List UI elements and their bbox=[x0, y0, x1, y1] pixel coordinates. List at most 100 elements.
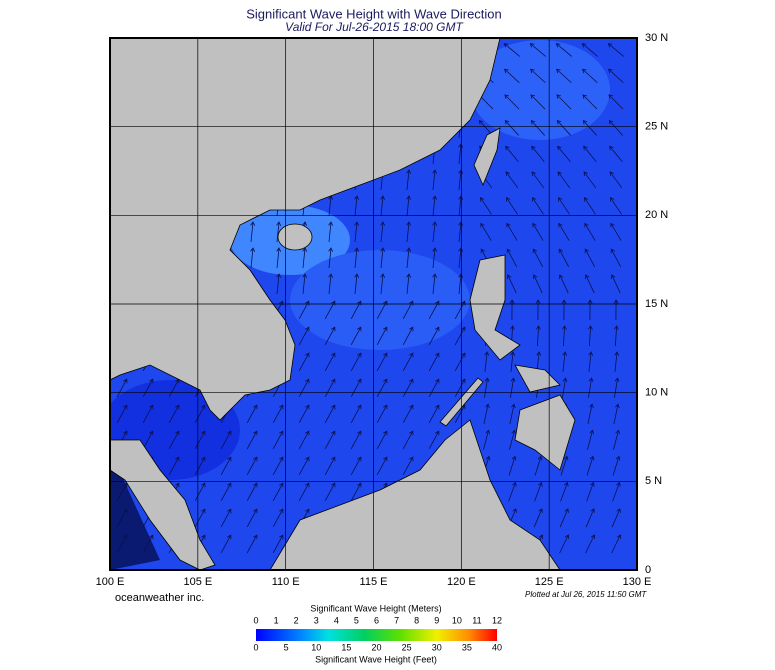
arrow bbox=[402, 352, 414, 371]
arrow bbox=[454, 326, 466, 345]
arrow bbox=[250, 247, 256, 268]
arrow bbox=[504, 119, 519, 136]
arrow bbox=[298, 326, 310, 345]
arrow bbox=[531, 171, 545, 189]
lat-label: 20 N bbox=[645, 209, 668, 221]
arrow bbox=[584, 222, 596, 241]
arrow bbox=[454, 352, 466, 371]
arrow bbox=[428, 326, 440, 345]
arrow bbox=[246, 508, 258, 527]
colorbar-tick-label: 9 bbox=[434, 615, 439, 625]
arrow bbox=[562, 351, 568, 372]
arrow bbox=[587, 403, 594, 424]
arrow bbox=[607, 43, 624, 57]
colorbar-tick-label: 35 bbox=[462, 642, 472, 652]
arrow bbox=[402, 326, 414, 345]
arrow bbox=[581, 43, 598, 57]
arrow bbox=[246, 430, 258, 449]
arrow bbox=[532, 197, 544, 215]
arrow bbox=[561, 299, 567, 321]
arrow bbox=[532, 222, 544, 241]
arrow bbox=[530, 119, 545, 136]
colorbar-title: Significant Wave Height (Feet) bbox=[315, 654, 437, 664]
arrow bbox=[508, 455, 517, 476]
arrow bbox=[272, 482, 284, 501]
arrow bbox=[220, 482, 232, 501]
arrow bbox=[506, 248, 518, 268]
arrow bbox=[508, 481, 517, 502]
arrow bbox=[529, 43, 546, 57]
colorbar bbox=[256, 629, 497, 641]
arrow bbox=[614, 377, 620, 398]
arrow bbox=[480, 197, 492, 215]
arrow bbox=[324, 456, 336, 475]
arrow bbox=[350, 352, 362, 371]
arrow bbox=[380, 221, 386, 242]
arrow bbox=[504, 94, 520, 110]
lat-label: 15 N bbox=[645, 298, 668, 310]
colorbar-tick-label: 5 bbox=[354, 615, 359, 625]
arrow bbox=[583, 171, 597, 189]
arrow bbox=[376, 430, 388, 449]
lon-label: 130 E bbox=[623, 576, 652, 588]
grid bbox=[110, 38, 637, 570]
arrow bbox=[560, 455, 569, 476]
arrow bbox=[509, 403, 516, 424]
arrow bbox=[168, 456, 180, 475]
land bbox=[269, 419, 561, 570]
arrow bbox=[116, 508, 128, 527]
arrow bbox=[483, 429, 491, 450]
arrow bbox=[298, 378, 310, 397]
arrow bbox=[454, 378, 466, 397]
arrow bbox=[503, 43, 520, 57]
lon-label: 100 E bbox=[96, 576, 125, 588]
arrow bbox=[380, 247, 386, 268]
arrow bbox=[354, 247, 360, 268]
arrow bbox=[350, 326, 362, 345]
arrow bbox=[116, 534, 128, 553]
arrow bbox=[276, 273, 282, 294]
lon-label: 105 E bbox=[183, 576, 212, 588]
arrow bbox=[246, 534, 258, 553]
arrow bbox=[194, 430, 206, 449]
arrow bbox=[116, 404, 128, 423]
arrow bbox=[586, 455, 595, 476]
colorbar-tick-label: 12 bbox=[492, 615, 502, 625]
arrow bbox=[613, 429, 621, 450]
arrow bbox=[555, 43, 572, 57]
arrow bbox=[432, 247, 438, 268]
arrow bbox=[588, 377, 594, 398]
arrow bbox=[556, 68, 572, 84]
arrow bbox=[612, 455, 621, 476]
colorbar-title: Significant Wave Height (Meters) bbox=[310, 603, 441, 613]
arrow bbox=[354, 221, 360, 242]
arrow bbox=[480, 222, 492, 241]
arrow bbox=[324, 482, 336, 501]
colorbar-tick-label: 40 bbox=[492, 642, 502, 652]
credit: oceanweather inc. bbox=[115, 592, 204, 604]
arrow bbox=[610, 197, 622, 215]
colorbar-tick-label: 4 bbox=[334, 615, 339, 625]
calm-area bbox=[110, 450, 160, 570]
arrow bbox=[610, 274, 621, 294]
arrow bbox=[276, 247, 282, 268]
lat-label: 0 bbox=[645, 564, 651, 576]
arrow bbox=[220, 534, 232, 553]
arrow bbox=[535, 299, 541, 321]
arrow bbox=[532, 274, 543, 294]
wave-patch bbox=[290, 250, 470, 350]
arrow bbox=[610, 222, 622, 241]
colorbar-tick-label: 30 bbox=[432, 642, 442, 652]
map-area bbox=[110, 38, 637, 570]
arrow bbox=[558, 274, 569, 294]
arrow bbox=[428, 352, 440, 371]
arrow bbox=[584, 274, 595, 294]
colorbar-tick-label: 20 bbox=[371, 642, 381, 652]
arrow bbox=[428, 404, 440, 423]
land bbox=[110, 439, 216, 570]
arrow bbox=[611, 534, 622, 554]
arrow bbox=[509, 429, 517, 450]
arrow bbox=[582, 94, 598, 110]
arrow bbox=[298, 430, 310, 449]
arrow bbox=[350, 378, 362, 397]
